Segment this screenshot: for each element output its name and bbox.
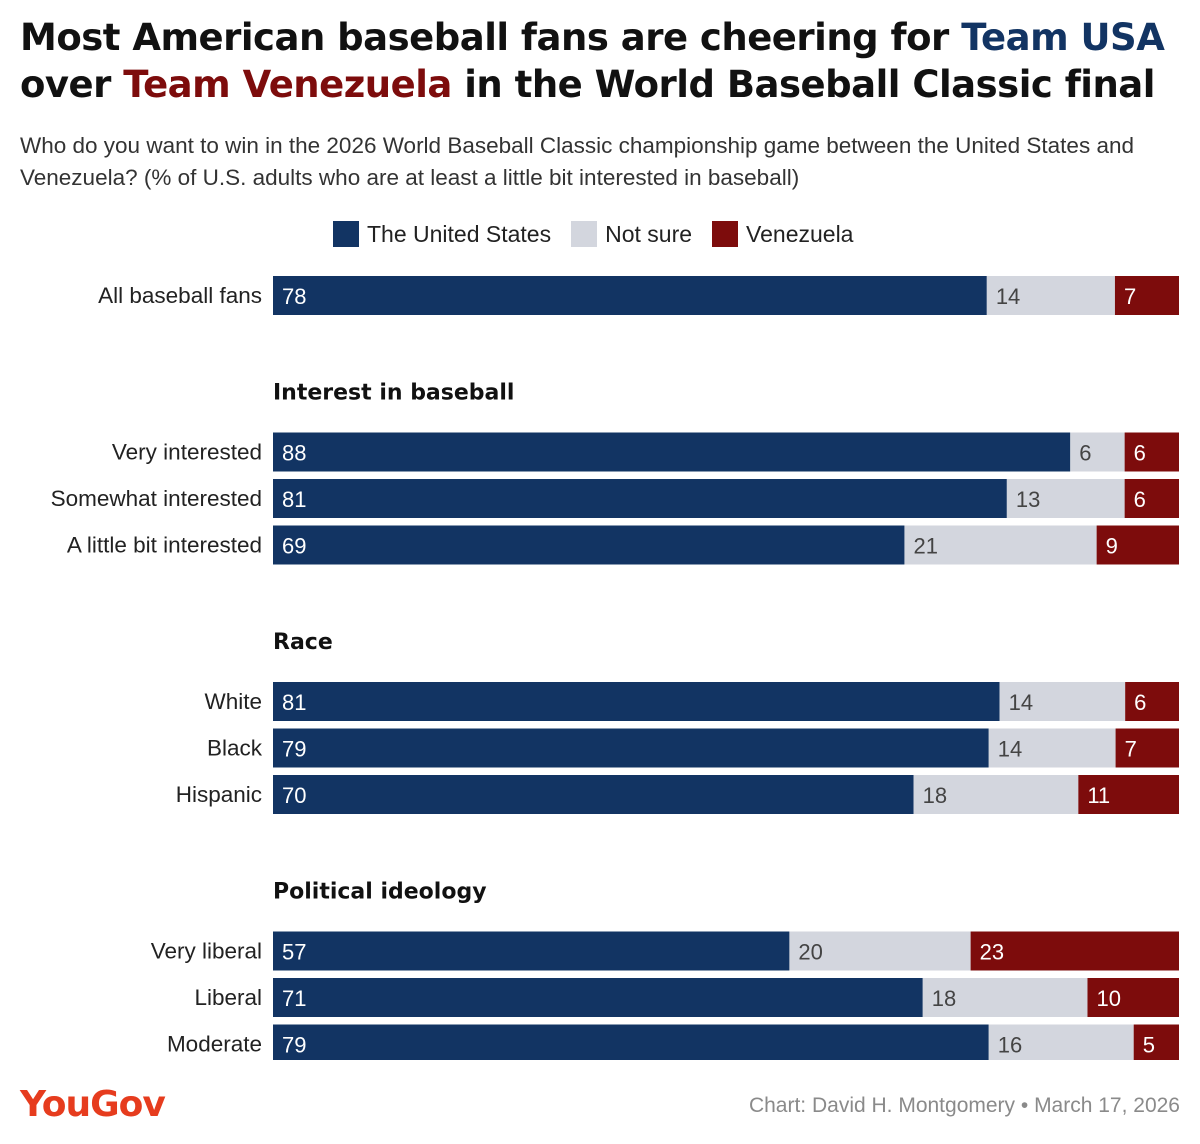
title-part3: in the World Baseball Classic final (451, 63, 1155, 106)
legend-label-notsure: Not sure (605, 220, 693, 247)
bar-segment-us (273, 775, 914, 814)
title-part2: over (20, 63, 124, 106)
bar-segment-ven (1124, 432, 1179, 472)
data-label-us: 79 (282, 737, 306, 762)
data-label-ven: 9 (1106, 534, 1118, 559)
data-label-notsure: 13 (1016, 487, 1040, 512)
data-label-notsure: 18 (932, 986, 956, 1011)
data-label-notsure: 21 (913, 534, 937, 559)
bar-segment-notsure (988, 728, 1116, 768)
bar-segment-notsure (988, 1024, 1134, 1060)
data-label-ven: 6 (1134, 690, 1146, 715)
bar-segment-us (273, 432, 1071, 472)
bar-segment-ven (1124, 479, 1179, 518)
bar-segment-ven (1114, 276, 1179, 315)
row-label: White (204, 689, 262, 714)
bar-segment-notsure (922, 978, 1088, 1017)
legend-label-ven: Venezuela (746, 220, 854, 247)
data-label-us: 69 (282, 534, 306, 559)
data-label-us: 79 (282, 1033, 306, 1058)
bar-segment-us (273, 276, 987, 315)
group-heading: Political ideology (273, 880, 487, 905)
bar-segment-ven (1125, 682, 1179, 721)
data-label-ven: 5 (1143, 1033, 1155, 1058)
data-label-notsure: 14 (996, 284, 1020, 309)
data-label-ven: 7 (1125, 737, 1137, 762)
data-label-notsure: 14 (998, 737, 1022, 762)
title-team-usa: Team USA (961, 16, 1165, 59)
data-label-notsure: 18 (923, 783, 947, 808)
row-label: Black (207, 736, 263, 761)
data-label-us: 81 (282, 487, 306, 512)
data-label-ven: 11 (1087, 783, 1110, 808)
row-label: Somewhat interested (51, 486, 262, 511)
chart-legend: The United States Not sure Venezuela (333, 218, 873, 250)
data-label-ven: 23 (980, 940, 1004, 965)
bar-segment-ven (1096, 525, 1179, 565)
data-label-us: 88 (282, 441, 306, 466)
legend-swatch-notsure (571, 221, 598, 247)
data-label-notsure: 20 (798, 940, 822, 965)
data-label-us: 71 (282, 986, 306, 1011)
data-label-ven: 7 (1124, 284, 1136, 309)
bar-segment-us (273, 479, 1007, 518)
bar-segment-ven (1133, 1024, 1179, 1060)
bar-segment-us (273, 1024, 989, 1060)
data-label-ven: 10 (1096, 986, 1120, 1011)
bar-segment-notsure (1070, 432, 1125, 472)
data-label-us: 57 (282, 940, 306, 965)
group-heading: Race (273, 630, 333, 655)
bar-segment-ven (1078, 775, 1179, 814)
bar-segment-notsure (986, 276, 1115, 315)
bar-segment-us (273, 682, 1000, 721)
row-label: Hispanic (176, 782, 262, 807)
bar-segment-ven (1115, 728, 1179, 768)
bar-segment-ven (970, 931, 1179, 971)
legend-item-us: The United States (333, 221, 551, 248)
title-team-venezuela: Team Venezuela (123, 63, 452, 106)
legend-label-us: The United States (367, 220, 552, 247)
bar-segment-notsure (789, 931, 971, 971)
data-label-notsure: 14 (1009, 690, 1033, 715)
row-label: All baseball fans (98, 283, 262, 308)
row-label: Liberal (194, 985, 262, 1010)
bar-segment-us (273, 931, 790, 971)
bar-segment-us (273, 728, 989, 768)
data-label-us: 81 (282, 690, 306, 715)
legend-item-notsure: Not sure (571, 221, 692, 248)
legend-item-ven: Venezuela (712, 221, 853, 248)
title-part1: Most American baseball fans are cheering… (20, 16, 962, 59)
chart-credit: Chart: David H. Montgomery • March 17, 2… (748, 1094, 1180, 1117)
group-heading: Interest in baseball (273, 381, 514, 406)
stacked-bar-chart: All baseball fans 78 14 7 Interest in baseba… (51, 276, 1179, 1060)
row-label: Very liberal (151, 939, 262, 964)
bar-segment-notsure (904, 525, 1097, 565)
data-label-ven: 6 (1134, 487, 1146, 512)
row-label: Moderate (167, 1032, 262, 1057)
bar-segment-notsure (999, 682, 1126, 721)
legend-swatch-us (333, 221, 359, 247)
row-label: Very interested (112, 440, 262, 465)
data-label-notsure: 16 (998, 1033, 1022, 1058)
data-label-notsure: 6 (1079, 441, 1091, 466)
bar-segment-notsure (1006, 479, 1125, 518)
data-label-us: 78 (282, 284, 306, 309)
yougov-logo: YouGov (20, 1084, 166, 1125)
chart-title: Most American baseball fans are cheering… (20, 14, 1190, 108)
bar-segment-ven (1087, 978, 1179, 1017)
legend-swatch-ven (712, 221, 739, 247)
row-label: A little bit interested (67, 533, 262, 558)
bar-segment-us (273, 525, 905, 565)
data-label-us: 70 (282, 783, 306, 808)
data-label-ven: 6 (1134, 441, 1146, 466)
bar-segment-notsure (913, 775, 1079, 814)
bar-segment-us (273, 978, 923, 1017)
chart-subtitle: Who do you want to win in the 2026 World… (20, 133, 1134, 190)
